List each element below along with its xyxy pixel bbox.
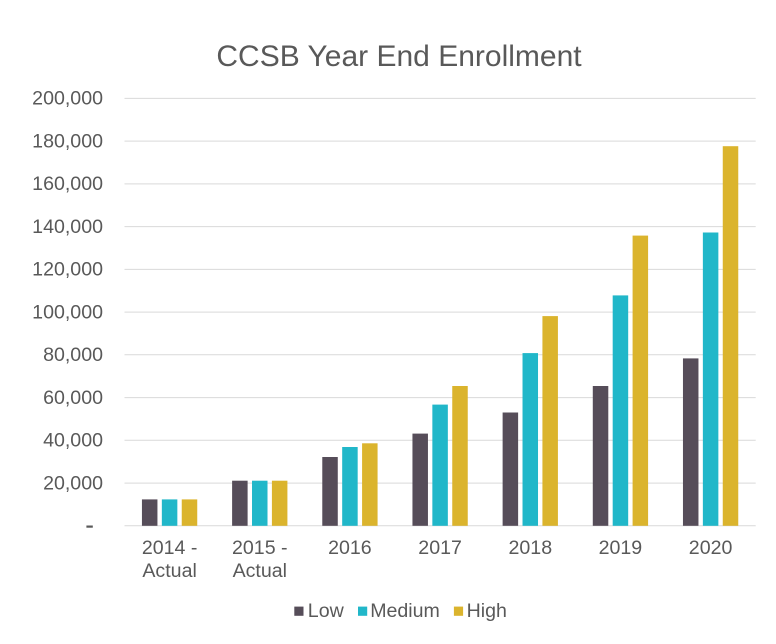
svg-text:20,000: 20,000 bbox=[43, 472, 103, 494]
svg-text:60,000: 60,000 bbox=[43, 387, 103, 409]
svg-text:2018: 2018 bbox=[509, 537, 553, 559]
svg-text:80,000: 80,000 bbox=[43, 344, 103, 366]
svg-text:2019: 2019 bbox=[599, 537, 643, 559]
svg-text:Medium: Medium bbox=[370, 600, 440, 622]
svg-text:140,000: 140,000 bbox=[32, 216, 103, 238]
svg-text:Actual: Actual bbox=[233, 560, 287, 582]
svg-text:2020: 2020 bbox=[689, 537, 733, 559]
svg-text:200,000: 200,000 bbox=[32, 88, 103, 110]
svg-text:40,000: 40,000 bbox=[43, 430, 103, 452]
svg-text:160,000: 160,000 bbox=[32, 173, 103, 195]
svg-text:CCSB Year End Enrollment: CCSB Year End Enrollment bbox=[216, 40, 582, 73]
svg-text:2016: 2016 bbox=[328, 537, 372, 559]
svg-text:Low: Low bbox=[308, 600, 345, 622]
svg-text:2015 -: 2015 - bbox=[232, 537, 288, 559]
svg-text:Actual: Actual bbox=[142, 560, 196, 582]
svg-text:2014 -: 2014 - bbox=[142, 537, 198, 559]
svg-text:120,000: 120,000 bbox=[32, 259, 103, 281]
svg-text:High: High bbox=[467, 600, 507, 622]
svg-text:2017: 2017 bbox=[418, 537, 462, 559]
svg-text:180,000: 180,000 bbox=[32, 130, 103, 152]
svg-text:100,000: 100,000 bbox=[32, 301, 103, 323]
